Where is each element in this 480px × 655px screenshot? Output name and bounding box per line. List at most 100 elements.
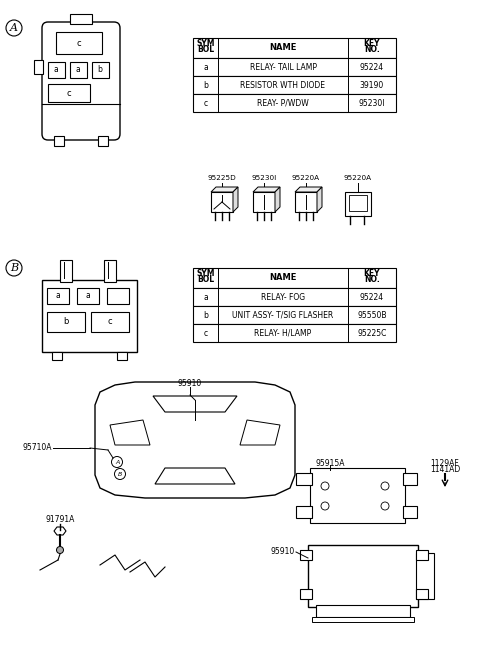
Polygon shape: [95, 382, 295, 498]
Text: 95915A: 95915A: [315, 458, 345, 468]
Polygon shape: [54, 527, 66, 535]
Text: 95550B: 95550B: [357, 310, 387, 320]
Bar: [416, 553, 434, 599]
Bar: [345, 192, 371, 216]
Text: A: A: [10, 23, 18, 33]
Polygon shape: [275, 187, 280, 212]
Bar: [312, 617, 414, 622]
Text: 95220A: 95220A: [292, 175, 320, 181]
Bar: [54, 136, 64, 146]
Bar: [92, 62, 109, 78]
Text: NO.: NO.: [364, 45, 380, 54]
Polygon shape: [211, 187, 238, 192]
Bar: [310, 468, 405, 523]
Text: 39190: 39190: [360, 81, 384, 90]
Bar: [300, 589, 312, 599]
Bar: [52, 352, 62, 360]
Text: NAME: NAME: [269, 274, 297, 282]
Text: 95910: 95910: [178, 379, 202, 388]
Text: SYM: SYM: [196, 39, 215, 48]
Text: 95225C: 95225C: [357, 329, 387, 337]
Text: c: c: [204, 329, 207, 337]
Text: KEY: KEY: [364, 269, 380, 278]
Text: 95230I: 95230I: [252, 175, 276, 181]
Bar: [295, 192, 317, 212]
Text: RELAY- TAIL LAMP: RELAY- TAIL LAMP: [250, 62, 316, 71]
Bar: [48, 62, 65, 78]
Bar: [56, 32, 102, 54]
Text: c: c: [77, 39, 81, 48]
Circle shape: [57, 546, 63, 553]
Text: b: b: [203, 81, 208, 90]
Bar: [193, 76, 396, 94]
Bar: [98, 136, 108, 146]
Bar: [193, 306, 396, 324]
Text: 95710A: 95710A: [23, 443, 52, 453]
Polygon shape: [233, 187, 238, 212]
Text: NO.: NO.: [364, 276, 380, 284]
FancyBboxPatch shape: [42, 22, 120, 140]
Bar: [403, 506, 417, 518]
Polygon shape: [153, 396, 237, 412]
Polygon shape: [317, 187, 322, 212]
Polygon shape: [155, 468, 235, 484]
Polygon shape: [253, 187, 280, 192]
Text: BOL: BOL: [197, 276, 214, 284]
Polygon shape: [295, 187, 322, 192]
Text: 95230I: 95230I: [359, 98, 385, 107]
Bar: [300, 550, 312, 560]
Text: a: a: [203, 62, 208, 71]
Bar: [77, 288, 99, 304]
Bar: [70, 62, 87, 78]
Bar: [47, 312, 85, 332]
Text: c: c: [108, 318, 112, 326]
Text: 95220A: 95220A: [344, 175, 372, 181]
Text: b: b: [63, 318, 69, 326]
Bar: [349, 195, 367, 211]
Text: NAME: NAME: [269, 43, 297, 52]
Bar: [193, 58, 396, 76]
Text: 1141AD: 1141AD: [430, 466, 460, 474]
Text: SYM: SYM: [196, 269, 215, 278]
Text: RELAY- FOG: RELAY- FOG: [261, 293, 305, 301]
Bar: [193, 288, 396, 306]
Bar: [193, 94, 396, 112]
Bar: [253, 192, 275, 212]
Text: 95224: 95224: [360, 293, 384, 301]
Text: RESISTOR WTH DIODE: RESISTOR WTH DIODE: [240, 81, 325, 90]
Bar: [34, 60, 43, 74]
Bar: [91, 312, 129, 332]
Bar: [48, 84, 90, 102]
Bar: [416, 589, 428, 599]
Bar: [296, 473, 312, 485]
Bar: [308, 545, 418, 607]
Bar: [104, 260, 116, 282]
Bar: [42, 280, 137, 352]
Text: 91791A: 91791A: [45, 515, 75, 525]
Text: 95224: 95224: [360, 62, 384, 71]
Text: a: a: [56, 291, 60, 301]
Bar: [60, 260, 72, 282]
Text: c: c: [204, 98, 207, 107]
Bar: [193, 268, 396, 288]
Bar: [403, 473, 417, 485]
Bar: [211, 192, 233, 212]
Bar: [107, 288, 129, 304]
Text: 1129AF: 1129AF: [431, 458, 459, 468]
Text: a: a: [76, 66, 80, 75]
Text: a: a: [85, 291, 90, 301]
Text: A: A: [115, 460, 119, 464]
Text: B: B: [10, 263, 18, 273]
Bar: [193, 38, 396, 58]
Polygon shape: [110, 420, 150, 445]
Text: b: b: [203, 310, 208, 320]
Text: b: b: [97, 66, 102, 75]
Text: RELAY- H/LAMP: RELAY- H/LAMP: [254, 329, 312, 337]
Text: BOL: BOL: [197, 45, 214, 54]
Bar: [316, 605, 410, 617]
Text: B: B: [118, 472, 122, 476]
Polygon shape: [240, 420, 280, 445]
Bar: [193, 324, 396, 342]
Text: 95910: 95910: [271, 548, 295, 557]
Text: 95225D: 95225D: [208, 175, 236, 181]
